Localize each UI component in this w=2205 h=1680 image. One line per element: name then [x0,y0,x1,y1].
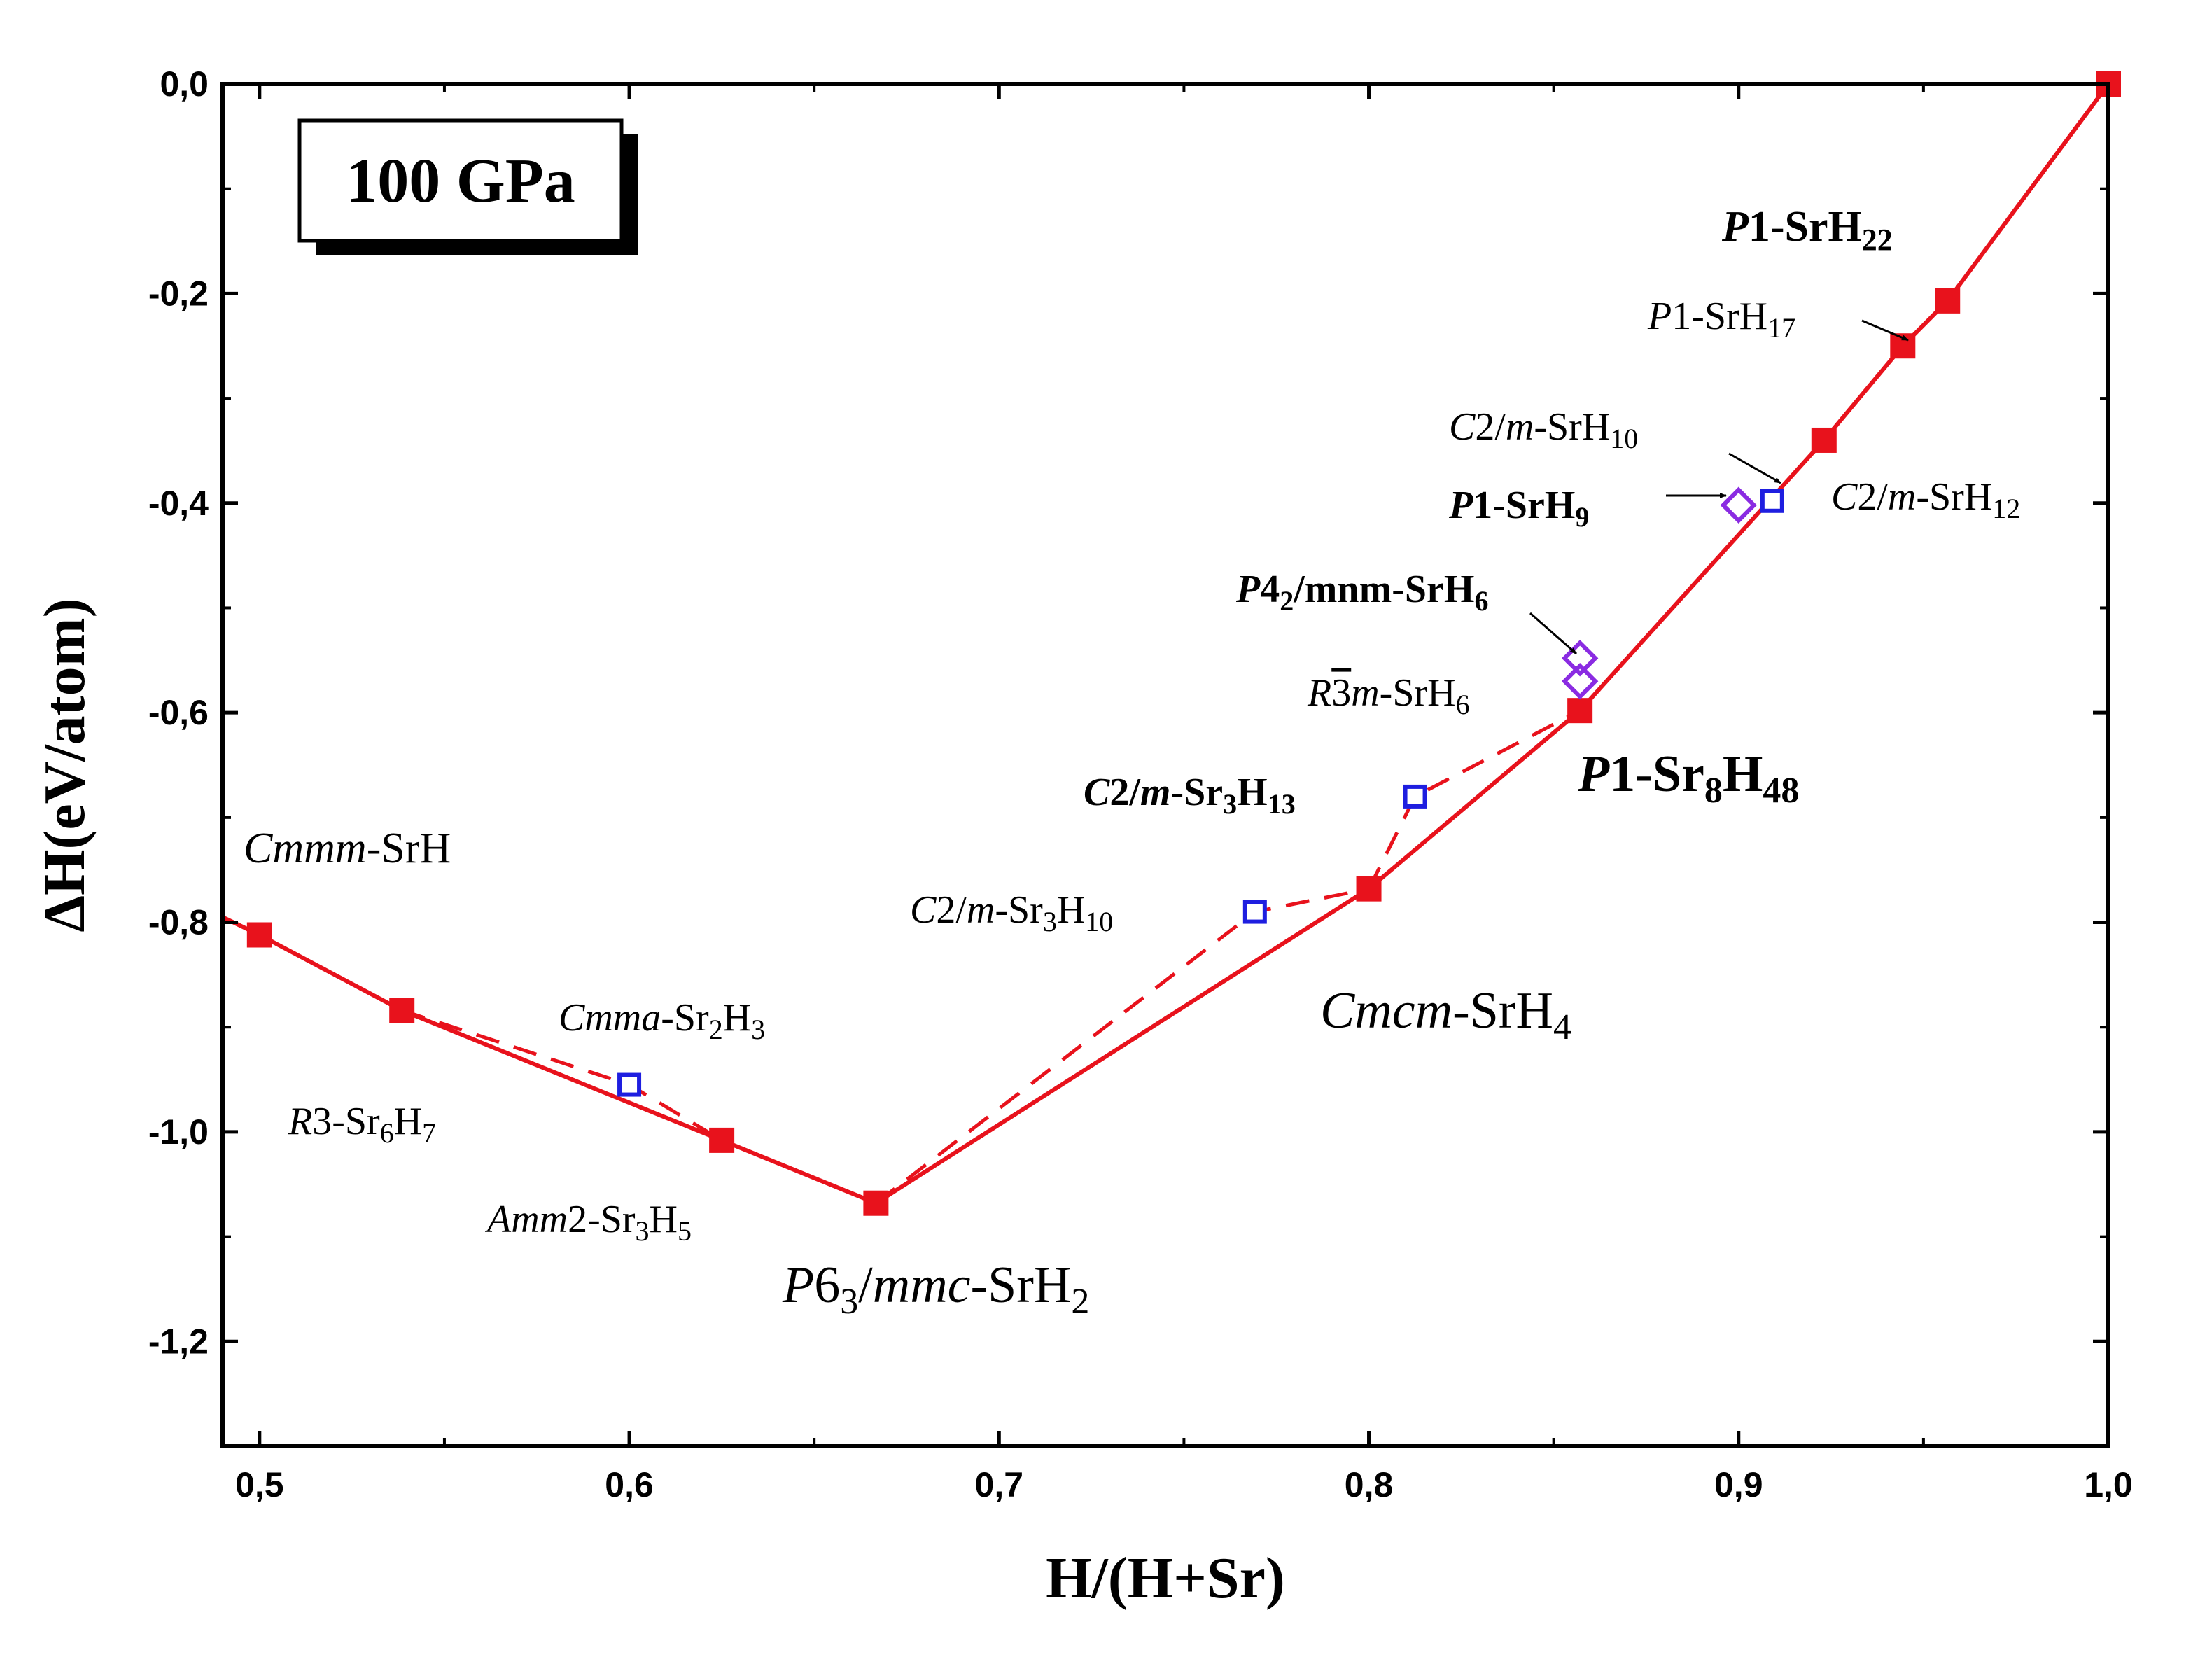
metastable-point [1403,784,1427,808]
diamond-point [1561,663,1599,700]
y-tick-label: -1,0 [148,1112,209,1152]
metastable-point [617,1072,642,1097]
compound-label: Cmma-Sr2H3 [559,996,765,1045]
stable-point [1567,698,1593,724]
y-axis-title: ΔH(eV/atom) [32,598,97,932]
y-tick-label: -1,2 [148,1322,209,1361]
compound-label: P42/mnm-SrH6 [1236,568,1488,617]
x-tick-label: 0,6 [605,1465,654,1504]
compound-label: C2/m-Sr3H10 [910,888,1113,937]
annotation-arrow [1530,612,1577,655]
compound-label: R3-Sr6H7 [288,1100,436,1149]
stable-point [709,1127,735,1153]
y-tick-label: 0,0 [160,64,209,104]
x-tick-label: 0,8 [1345,1465,1394,1504]
annotation-arrow [1861,319,1909,342]
compound-label: R3m-SrH6 [1307,671,1470,720]
y-tick-label: -0,2 [148,274,209,313]
pressure-label: 100 GPa [346,146,575,216]
compound-label: Amm2-Sr3H5 [484,1198,692,1247]
stable-point [389,997,415,1023]
y-tick-label: -0,6 [148,693,209,732]
compound-label: Cmmm-SrH [244,825,451,872]
compound-label: C2/m-SrH10 [1449,405,1638,454]
compound-label: P1-SrH9 [1448,484,1589,533]
x-tick-label: 0,9 [1714,1465,1763,1504]
compound-label: P1-SrH17 [1647,295,1795,344]
plot-frame [220,82,2110,1448]
metastable-point [1760,489,1784,513]
stable-point [1356,876,1382,902]
annotation-arrow [1728,452,1782,484]
y-tick-label: -0,8 [148,903,209,942]
x-axis-title: H/(H+Sr) [1046,1546,1285,1611]
metastable-point [1242,899,1267,924]
compound-label: C2/m-Sr3H13 [1084,771,1296,820]
compound-label: P1-Sr8H48 [1577,746,1799,811]
stable-point [1811,427,1837,453]
stable-point [1935,288,1961,314]
compound-label: C2/m-SrH12 [1831,475,2020,524]
stable-point [863,1190,889,1216]
stable-point [246,922,272,948]
x-tick-label: 0,7 [975,1465,1024,1504]
pressure-box [298,118,624,243]
compound-label: P1-SrH22 [1721,203,1893,257]
x-tick-label: 1,0 [2084,1465,2133,1504]
compound-label: Cmcm-SrH4 [1320,982,1572,1047]
compound-label: P63/mmc-SrH2 [782,1256,1089,1322]
diamond-point [1561,640,1599,677]
y-tick-label: -0,4 [148,484,209,523]
x-tick-label: 0,5 [235,1465,284,1504]
diamond-point [1720,486,1758,524]
